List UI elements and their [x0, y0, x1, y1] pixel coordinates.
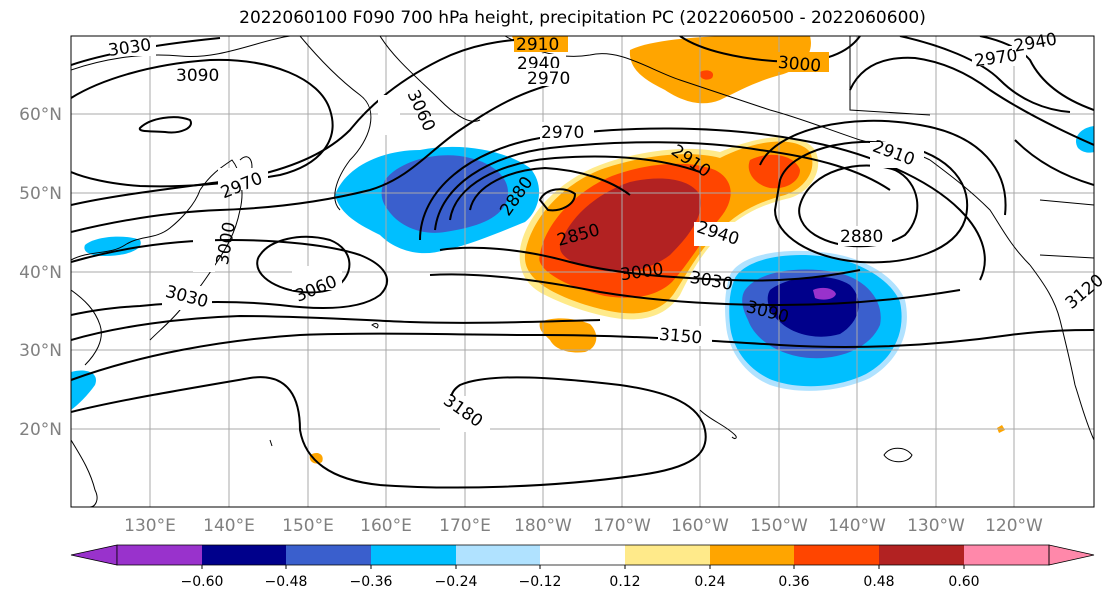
lon-label: 170°E — [439, 516, 491, 536]
colorbar-label: 0.60 — [948, 574, 979, 590]
map-frame — [70, 35, 1095, 508]
shade-purple-ne — [813, 287, 836, 300]
contour-label: 3150 — [658, 325, 703, 349]
contour-label: 2910 — [516, 35, 559, 55]
colorbar-segment — [964, 545, 1049, 565]
colorbar-segment — [371, 545, 456, 565]
shade-orange-tiny1 — [309, 452, 323, 464]
lat-label: 50°N — [19, 184, 62, 204]
lon-label: 170°W — [593, 516, 651, 536]
lon-label: 140°E — [203, 516, 255, 536]
shade-blue-edge-right — [1075, 126, 1094, 153]
colorbar-label: 0.12 — [609, 574, 640, 590]
contour-label: 3000 — [777, 53, 822, 77]
lat-labels: 60°N 50°N 40°N 30°N 20°N — [19, 105, 62, 440]
lon-label: 130°W — [907, 516, 965, 536]
colorbar-segment — [540, 545, 625, 565]
colorbar-segment — [625, 545, 710, 565]
shade-blue-edge-left — [71, 370, 96, 410]
colorbar-ticks — [201, 565, 965, 569]
shade-navy-ne — [767, 276, 859, 337]
lon-label: 130°E — [124, 516, 176, 536]
colorbar-segment — [117, 545, 202, 565]
shade-orange-north2 — [629, 36, 811, 104]
colorbar-label: −0.24 — [435, 574, 478, 590]
lat-label: 40°N — [19, 263, 62, 283]
lon-labels: 130°E 140°E 150°E 160°E 170°E 180°W 170°… — [124, 516, 1043, 536]
colorbar-label: 0.24 — [694, 574, 725, 590]
lat-label: 20°N — [19, 420, 62, 440]
contour-label: 2970 — [541, 123, 584, 143]
colorbar-label: 0.48 — [863, 574, 894, 590]
colorbar-extend-low — [70, 544, 118, 566]
colorbar-segment — [456, 545, 540, 565]
colorbar-outline — [116, 544, 1050, 566]
colorbar-segment — [710, 545, 794, 565]
lon-label: 160°E — [360, 516, 412, 536]
lon-label: 180°W — [514, 516, 572, 536]
colorbar-segment — [202, 545, 286, 565]
shade-red-north — [699, 70, 714, 80]
map-title: 2022060100 F090 700 hPa height, precipit… — [239, 8, 926, 28]
lat-label: 30°N — [19, 341, 62, 361]
shade-blue-japan-sea — [84, 236, 141, 256]
colorbar-segment — [794, 545, 879, 565]
shade-blue-nw-inner — [381, 155, 509, 233]
colorbar-segment — [286, 545, 371, 565]
lat-label: 60°N — [19, 105, 62, 125]
contour-label: 2970 — [527, 69, 570, 89]
colorbar-label: −0.36 — [350, 574, 393, 590]
colorbar-extend-high — [1048, 544, 1095, 566]
colorbar-label: −0.12 — [519, 574, 562, 590]
colorbar-label: −0.60 — [181, 574, 224, 590]
shade-darkred-aleut — [559, 178, 701, 272]
lon-label: 150°E — [282, 516, 334, 536]
lon-label: 120°W — [985, 516, 1043, 536]
lon-label: 140°W — [828, 516, 886, 536]
contour-label: 2880 — [840, 227, 883, 247]
contour-label: 3090 — [176, 66, 219, 86]
colorbar-label: 0.36 — [778, 574, 809, 590]
colorbar: −0.60 −0.48 −0.36 −0.24 −0.12 0.12 0.24 … — [70, 544, 1095, 590]
coastlines — [71, 36, 1094, 507]
lon-label: 160°W — [671, 516, 729, 536]
lon-label: 150°W — [750, 516, 808, 536]
colorbar-segment — [879, 545, 964, 565]
colorbar-label: −0.48 — [265, 574, 308, 590]
